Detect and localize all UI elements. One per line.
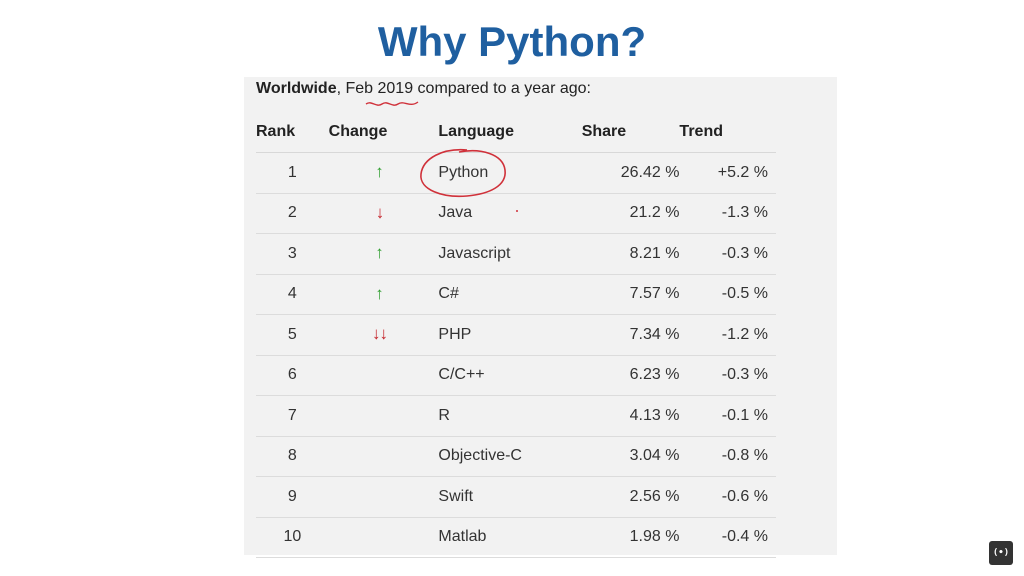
trend-cell: -0.4 % xyxy=(679,517,776,558)
table-row: 4 ↑ C# 7.57 % -0.5 % xyxy=(256,274,776,315)
change-cell xyxy=(328,395,431,437)
share-cell: 4.13 % xyxy=(581,395,680,437)
language-cell: C# xyxy=(430,274,582,315)
table-row: 1 ↑ Python 26.42 % +5.2 % xyxy=(256,152,776,194)
table-row: 5 ↓↓ PHP 7.34 % -1.2 % xyxy=(256,314,776,356)
rank-cell: 10 xyxy=(256,517,329,558)
header-share: Share xyxy=(581,112,680,153)
language-cell: PHP xyxy=(430,314,582,356)
rank-cell: 6 xyxy=(256,355,329,396)
share-cell: 7.34 % xyxy=(581,314,680,356)
language-cell: R xyxy=(430,395,582,437)
change-cell: ↑ xyxy=(328,274,431,315)
arrow-up-icon: ↑ xyxy=(375,283,384,303)
trend-cell: -1.2 % xyxy=(679,314,776,356)
change-cell: ↓↓ xyxy=(328,314,431,356)
change-cell xyxy=(328,436,431,477)
change-cell xyxy=(328,476,431,518)
trend-cell: -0.5 % xyxy=(679,274,776,315)
trend-cell: -0.8 % xyxy=(679,436,776,477)
table-row: 2 ↓ Java 21.2 % -1.3 % xyxy=(256,193,776,234)
trend-cell: -0.3 % xyxy=(679,233,776,275)
caption-region: Worldwide xyxy=(256,80,337,97)
channel-logo-icon: (•) xyxy=(989,541,1013,565)
trend-cell: -0.3 % xyxy=(679,355,776,396)
share-cell: 26.42 % xyxy=(581,152,680,194)
rank-cell: 7 xyxy=(256,395,329,437)
slide-title: Why Python? xyxy=(377,18,647,65)
language-cell: Swift xyxy=(430,476,582,518)
trend-cell: -1.3 % xyxy=(679,193,776,234)
header-change: Change xyxy=(328,112,431,153)
table-row: 7 R 4.13 % -0.1 % xyxy=(256,395,776,437)
share-cell: 21.2 % xyxy=(581,193,680,234)
caption-text: , Feb 2019 compared to a year ago: xyxy=(336,80,591,97)
trend-cell: -0.1 % xyxy=(679,395,776,437)
trend-cell: +5.2 % xyxy=(679,152,776,194)
share-cell: 3.04 % xyxy=(581,436,680,477)
share-cell: 7.57 % xyxy=(581,274,680,315)
language-cell: Python xyxy=(430,152,582,194)
change-cell xyxy=(328,517,431,558)
trend-cell: -0.6 % xyxy=(679,476,776,518)
language-ranking-table: Rank Change Language Share Trend 1 ↑ Pytho… xyxy=(256,112,776,558)
header-language: Language xyxy=(430,112,582,153)
arrow-up-icon: ↑ xyxy=(375,243,384,263)
header-trend: Trend xyxy=(679,112,776,153)
arrow-up-icon: ↑ xyxy=(375,162,384,182)
table-row: 10 Matlab 1.98 % -0.4 % xyxy=(256,517,776,558)
table-row: 3 ↑ Javascript 8.21 % -0.3 % xyxy=(256,233,776,275)
change-cell: ↓ xyxy=(328,193,431,234)
table-header-row: Rank Change Language Share Trend xyxy=(256,112,776,153)
share-cell: 8.21 % xyxy=(581,233,680,275)
language-cell: Matlab xyxy=(430,517,582,558)
arrow-down-icon: ↓ xyxy=(375,202,384,222)
language-cell: Javascript xyxy=(430,233,582,275)
table-row: 8 Objective-C 3.04 % -0.8 % xyxy=(256,436,776,477)
header-rank: Rank xyxy=(256,112,329,153)
change-cell: ↑ xyxy=(328,233,431,275)
share-cell: 6.23 % xyxy=(581,355,680,396)
share-cell: 2.56 % xyxy=(581,476,680,518)
table-row: 6 C/C++ 6.23 % -0.3 % xyxy=(256,355,776,396)
language-cell: Objective-C xyxy=(430,436,582,477)
language-cell: C/C++ xyxy=(430,355,582,396)
share-cell: 1.98 % xyxy=(581,517,680,558)
arrow-down-icon: ↓↓ xyxy=(372,324,388,344)
rank-cell: 4 xyxy=(256,274,329,315)
change-cell xyxy=(328,355,431,396)
rank-cell: 1 xyxy=(256,152,329,194)
rank-cell: 5 xyxy=(256,314,329,356)
rank-cell: 8 xyxy=(256,436,329,477)
table-caption: Worldwide, Feb 2019 compared to a year a… xyxy=(256,80,591,98)
language-cell: Java xyxy=(430,193,582,234)
rank-cell: 3 xyxy=(256,233,329,275)
change-cell: ↑ xyxy=(328,152,431,194)
rank-cell: 9 xyxy=(256,476,329,518)
rank-cell: 2 xyxy=(256,193,329,234)
table-row: 9 Swift 2.56 % -0.6 % xyxy=(256,476,776,518)
